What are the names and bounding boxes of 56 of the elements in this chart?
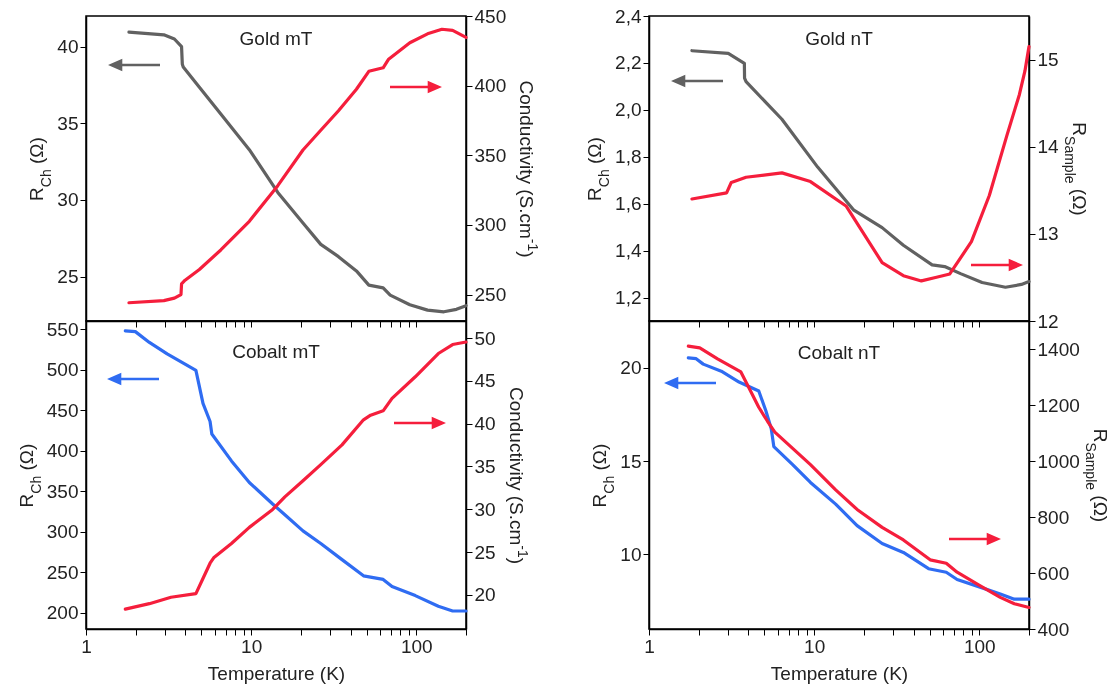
x-tick-label: 100 <box>400 635 433 657</box>
y2-tick-label: 25 <box>474 541 496 563</box>
y-tick-label: 40 <box>57 36 79 58</box>
y2-tick-label: 50 <box>474 327 496 349</box>
y2-tick-label: 15 <box>1037 49 1059 71</box>
y2-tick-label: 350 <box>474 144 507 166</box>
y-tick-label: 1,4 <box>615 240 642 262</box>
y2-tick-label: 30 <box>474 498 496 520</box>
y2-tick-label: 20 <box>474 584 496 606</box>
x-axis-title: Temperature (K) <box>207 662 346 684</box>
y2-tick-label: 13 <box>1037 223 1059 245</box>
y2-tick-label: 400 <box>1037 618 1070 640</box>
x-tick-label: 1 <box>81 635 92 657</box>
x-tick-label: 1 <box>644 635 655 657</box>
y2-tick-label: 800 <box>1037 506 1070 528</box>
y2-tick-label: 12 <box>1037 310 1059 332</box>
y-tick-label: 2,4 <box>615 5 642 27</box>
y2-tick-label: 1200 <box>1037 394 1080 416</box>
y-tick-label: 300 <box>46 521 79 543</box>
y2-tick-label: 300 <box>474 214 507 236</box>
y-tick-label: 30 <box>57 189 79 211</box>
y-tick-label: 250 <box>46 561 79 583</box>
y-tick-label: 2,0 <box>615 99 642 121</box>
y-tick-label: 1,8 <box>615 146 642 168</box>
y2-tick-label: 45 <box>474 370 496 392</box>
y-tick-label: 2,2 <box>615 52 642 74</box>
y2-tick-label: 400 <box>474 75 507 97</box>
y2-tick-label: 40 <box>474 413 496 435</box>
y-tick-label: 200 <box>46 602 79 624</box>
x-tick-label: 100 <box>963 635 996 657</box>
y2-tick-label: 35 <box>474 455 496 477</box>
text: Cobalt mT <box>232 341 321 363</box>
y-tick-label: 500 <box>46 359 79 381</box>
y2-tick-label: 250 <box>474 284 507 306</box>
text: Gold mT <box>239 28 313 49</box>
y-tick-label: 10 <box>620 543 642 565</box>
y-tick-label: 350 <box>46 480 79 502</box>
y-tick-label: 400 <box>46 440 79 462</box>
x-tick-label: 10 <box>241 635 263 657</box>
y2-tick-label: 1400 <box>1037 338 1080 360</box>
y2-tick-label: 1000 <box>1037 450 1080 472</box>
text: Gold nT <box>805 28 874 49</box>
y-tick-label: 35 <box>57 112 79 134</box>
text: Cobalt nT <box>797 342 881 363</box>
x-tick-label: 10 <box>804 635 826 657</box>
y-tick-label: 20 <box>620 357 642 379</box>
y-tick-label: 1,2 <box>615 287 642 309</box>
y2-tick-label: 600 <box>1037 562 1070 584</box>
y-tick-label: 550 <box>46 318 79 340</box>
x-axis-title: Temperature (K) <box>770 662 909 684</box>
y-tick-label: 450 <box>46 399 79 421</box>
y-tick-label: 1,6 <box>615 193 642 215</box>
y2-tick-label: 450 <box>474 5 507 27</box>
y-tick-label: 15 <box>620 450 642 472</box>
y2-tick-label: 14 <box>1037 136 1060 158</box>
y-tick-label: 25 <box>57 266 79 288</box>
